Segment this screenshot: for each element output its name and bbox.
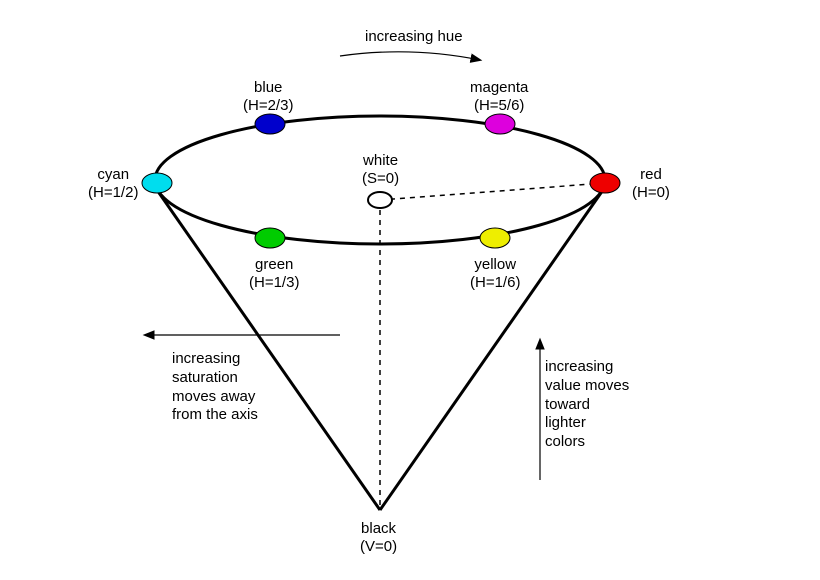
blue-label: blue (H=2/3) [243,79,293,115]
value-label: increasing value moves toward lighter co… [545,358,629,452]
magenta-dot [485,114,515,134]
blue-dot [255,114,285,134]
yellow-dot [480,228,510,248]
saturation-label: increasing saturation moves away from th… [172,350,258,425]
cyan-label: cyan (H=1/2) [88,166,138,202]
hue-arrow [340,52,480,60]
white-label: white (S=0) [362,152,399,188]
green-label: green (H=1/3) [249,256,299,292]
black-label: black (V=0) [360,520,397,556]
magenta-label: magenta (H=5/6) [470,79,528,115]
red-label: red (H=0) [632,166,670,202]
hsv-cone-diagram [0,0,820,580]
hue-label: increasing hue [365,28,463,46]
green-dot [255,228,285,248]
red-dot [590,173,620,193]
white-dot [368,192,392,208]
radius-line [380,183,605,200]
cyan-dot [142,173,172,193]
yellow-label: yellow (H=1/6) [470,256,520,292]
